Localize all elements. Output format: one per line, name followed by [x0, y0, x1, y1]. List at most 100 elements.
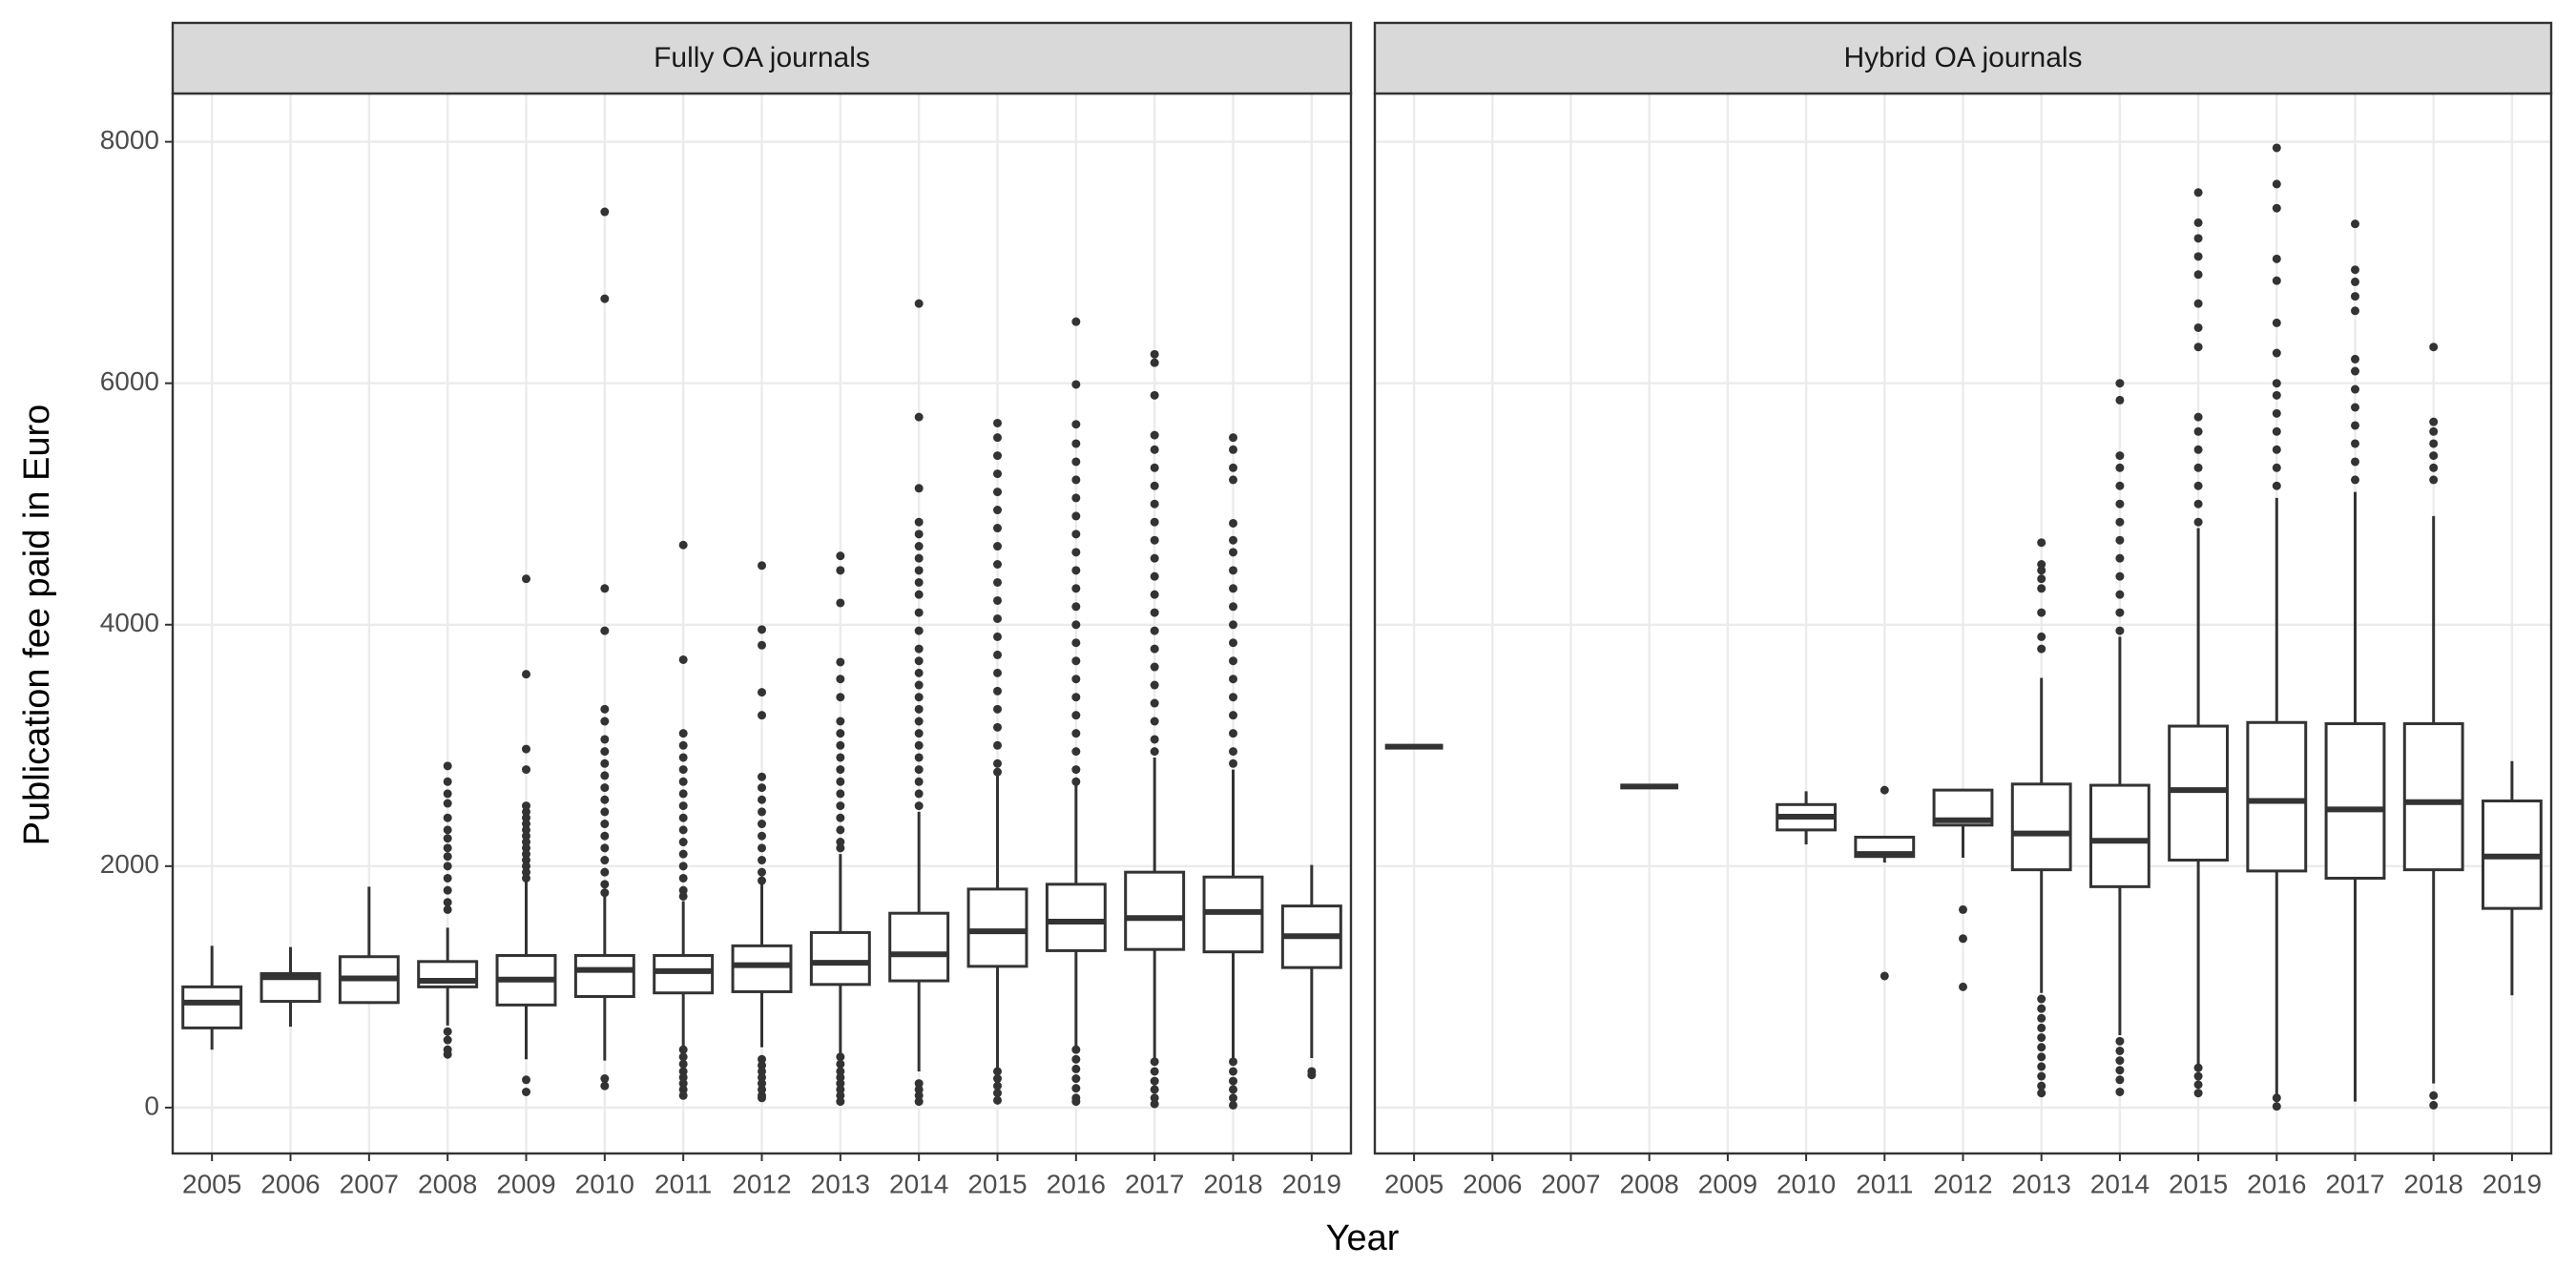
- outlier: [2037, 1081, 2046, 1091]
- y-tick-label: 6000: [100, 366, 159, 396]
- outlier: [522, 862, 530, 871]
- facet-title: Hybrid OA journals: [1843, 42, 2082, 73]
- outlier: [678, 540, 688, 550]
- outlier: [678, 1059, 688, 1069]
- outlier: [993, 704, 1002, 714]
- outlier: [443, 799, 452, 808]
- outlier: [2429, 1091, 2439, 1100]
- outlier: [914, 542, 924, 551]
- outlier: [2351, 219, 2359, 229]
- outlier: [1229, 638, 1237, 648]
- outlier: [1071, 777, 1081, 786]
- outlier: [836, 740, 845, 750]
- outlier: [2115, 1036, 2125, 1046]
- x-tick-label: 2009: [1698, 1169, 1757, 1198]
- outlier: [600, 758, 610, 768]
- outlier: [914, 626, 924, 635]
- box: [181, 985, 243, 1029]
- outlier: [1229, 1085, 1237, 1094]
- outlier: [2272, 276, 2281, 285]
- outlier: [993, 1067, 1002, 1076]
- outlier: [600, 867, 610, 877]
- outlier: [993, 686, 1002, 696]
- box: [2088, 783, 2150, 888]
- outlier: [1229, 548, 1237, 557]
- box: [2246, 720, 2308, 873]
- outlier: [836, 693, 845, 702]
- outlier: [2193, 426, 2203, 436]
- outlier: [1150, 358, 1159, 367]
- outlier: [522, 831, 530, 841]
- outlier: [2272, 348, 2281, 358]
- outlier: [2351, 439, 2359, 448]
- outlier: [1229, 758, 1237, 768]
- outlier: [914, 765, 924, 775]
- outlier: [914, 693, 924, 702]
- outlier: [1150, 1057, 1159, 1067]
- outlier: [1150, 517, 1159, 527]
- outlier: [758, 1061, 766, 1070]
- outlier: [914, 1085, 924, 1094]
- outlier: [2351, 366, 2359, 376]
- outlier: [2193, 481, 2203, 490]
- outlier: [2272, 318, 2281, 327]
- x-tick-label: 2013: [811, 1169, 870, 1198]
- box: [2324, 722, 2386, 880]
- outlier: [758, 772, 766, 781]
- outlier: [600, 735, 610, 744]
- outlier: [1229, 675, 1237, 684]
- outlier: [443, 1035, 452, 1045]
- outlier: [678, 654, 688, 664]
- outlier: [2193, 299, 2203, 308]
- outlier: [758, 711, 766, 720]
- box: [653, 953, 715, 995]
- outlier: [443, 852, 452, 862]
- outlier: [2115, 481, 2125, 490]
- box: [2168, 724, 2230, 862]
- outlier: [1071, 1084, 1081, 1093]
- outlier: [1071, 1054, 1081, 1064]
- outlier: [1229, 475, 1237, 485]
- y-tick-label: 8000: [100, 125, 159, 155]
- outlier: [914, 777, 924, 786]
- outlier: [2037, 559, 2046, 569]
- outlier: [1071, 530, 1081, 539]
- outlier: [1229, 729, 1237, 738]
- outlier: [2429, 475, 2439, 485]
- outlier: [678, 789, 688, 799]
- outlier: [678, 838, 688, 847]
- outlier: [758, 1085, 766, 1094]
- outlier: [993, 613, 1002, 623]
- outlier: [993, 650, 1002, 659]
- outlier: [600, 294, 610, 303]
- outlier: [836, 1091, 845, 1100]
- outlier: [1150, 1093, 1159, 1103]
- outlier: [678, 765, 688, 775]
- outlier: [2193, 1080, 2203, 1090]
- outlier: [678, 825, 688, 835]
- outlier: [600, 843, 610, 853]
- outlier: [836, 1059, 845, 1069]
- outlier: [522, 820, 530, 829]
- x-tick-label: 2015: [967, 1169, 1027, 1198]
- outlier: [914, 680, 924, 690]
- outlier: [993, 577, 1002, 587]
- outlier: [914, 1091, 924, 1100]
- outlier: [1229, 602, 1237, 612]
- outlier: [2429, 417, 2439, 426]
- x-axis-title: Year: [1326, 1218, 1400, 1258]
- outlier: [993, 524, 1002, 533]
- outlier: [600, 807, 610, 817]
- outlier: [2429, 1100, 2439, 1110]
- outlier: [522, 574, 530, 584]
- outlier: [758, 795, 766, 804]
- outlier: [678, 801, 688, 811]
- outlier: [2037, 538, 2046, 548]
- outlier: [758, 640, 766, 650]
- outlier: [2037, 994, 2046, 1004]
- outlier: [993, 488, 1002, 497]
- outlier: [914, 484, 924, 493]
- outlier: [678, 1091, 688, 1100]
- outlier: [1229, 693, 1237, 702]
- outlier: [1150, 571, 1159, 581]
